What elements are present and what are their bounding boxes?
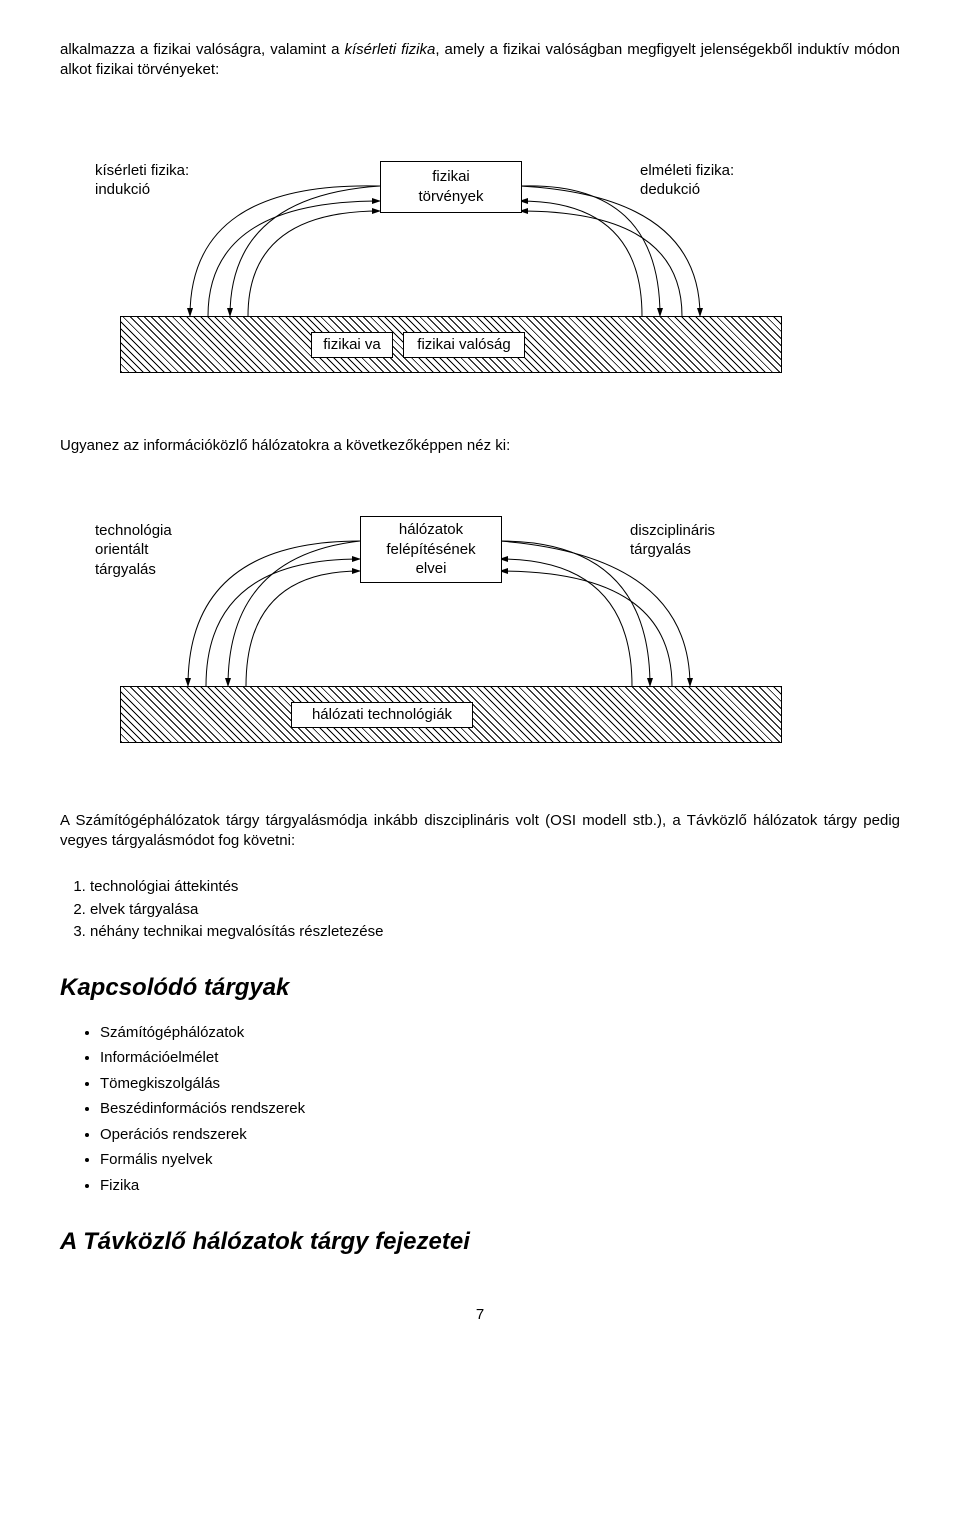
d1-center-bottom: törvények	[418, 187, 483, 207]
bullet-item: Formális nyelvek	[100, 1147, 900, 1173]
d1-bottom-b-box: fizikai valóság	[403, 332, 525, 358]
d1-bottom-b: fizikai valóság	[417, 336, 510, 353]
intro-b: kísérleti fizika	[344, 41, 435, 58]
step-item: technológiai áttekintés	[90, 876, 900, 899]
d2-center-l2: felépítésének	[386, 540, 475, 560]
mid-text: Ugyanez az információközlő hálózatokra a…	[60, 436, 900, 456]
d1-hatch: fizikai va fizikai valóság	[120, 316, 782, 373]
d1-center-box: fizikai törvények	[380, 161, 522, 213]
d2-right-label: diszciplináris tárgyalás	[630, 521, 715, 560]
d1-left-label: kísérleti fizika: indukció	[95, 161, 189, 200]
d2-left-l3: tárgyalás	[95, 561, 156, 578]
d2-center-l3: elvei	[416, 559, 447, 579]
intro-a: alkalmazza a fizikai valóságra, valamint…	[60, 41, 344, 58]
d1-right-label: elméleti fizika: dedukció	[640, 161, 734, 200]
section-related: Kapcsolódó tárgyak	[60, 974, 900, 1002]
d1-center-top: fizikai	[432, 167, 470, 187]
d2-hatch: hálózati technológiák	[120, 686, 782, 743]
d2-bottom-box: hálózati technológiák	[291, 702, 473, 728]
d2-right-l1: diszciplináris	[630, 522, 715, 539]
bullet-item: Információelmélet	[100, 1045, 900, 1071]
d2-left-label: technológia orientált tárgyalás	[95, 521, 172, 580]
section-chapters: A Távközlő hálózatok tárgy fejezetei	[60, 1228, 900, 1256]
page-number: 7	[60, 1306, 900, 1323]
d1-right-top: elméleti fizika:	[640, 162, 734, 179]
after-paragraph: A Számítógéphálózatok tárgy tárgyalásmód…	[60, 811, 900, 852]
diagram-network: technológia orientált tárgyalás hálózato…	[60, 471, 860, 781]
d2-right-l2: tárgyalás	[630, 541, 691, 558]
intro-paragraph: alkalmazza a fizikai valóságra, valamint…	[60, 40, 900, 81]
related-bullets: Számítógéphálózatok Információelmélet Tö…	[100, 1020, 900, 1199]
bullet-item: Operációs rendszerek	[100, 1122, 900, 1148]
d1-left-top: kísérleti fizika:	[95, 162, 189, 179]
step-item: néhány technikai megvalósítás részletezé…	[90, 921, 900, 944]
bullet-item: Beszédinformációs rendszerek	[100, 1096, 900, 1122]
d2-left-l2: orientált	[95, 541, 148, 558]
diagram-physics: kísérleti fizika: indukció fizikai törvé…	[60, 106, 860, 406]
d2-bottom: hálózati technológiák	[312, 706, 452, 723]
steps-list: technológiai áttekintés elvek tárgyalása…	[90, 876, 900, 944]
d1-right-bottom: dedukció	[640, 181, 700, 198]
d1-bottom-a-box: fizikai va	[311, 332, 393, 358]
d2-center-l1: hálózatok	[399, 520, 463, 540]
bullet-item: Számítógéphálózatok	[100, 1020, 900, 1046]
d2-left-l1: technológia	[95, 522, 172, 539]
bullet-item: Tömegkiszolgálás	[100, 1071, 900, 1097]
d1-left-bottom: indukció	[95, 181, 150, 198]
d2-center-box: hálózatok felépítésének elvei	[360, 516, 502, 583]
bullet-item: Fizika	[100, 1173, 900, 1199]
step-item: elvek tárgyalása	[90, 899, 900, 922]
d1-bottom-a: fizikai va	[323, 336, 381, 353]
